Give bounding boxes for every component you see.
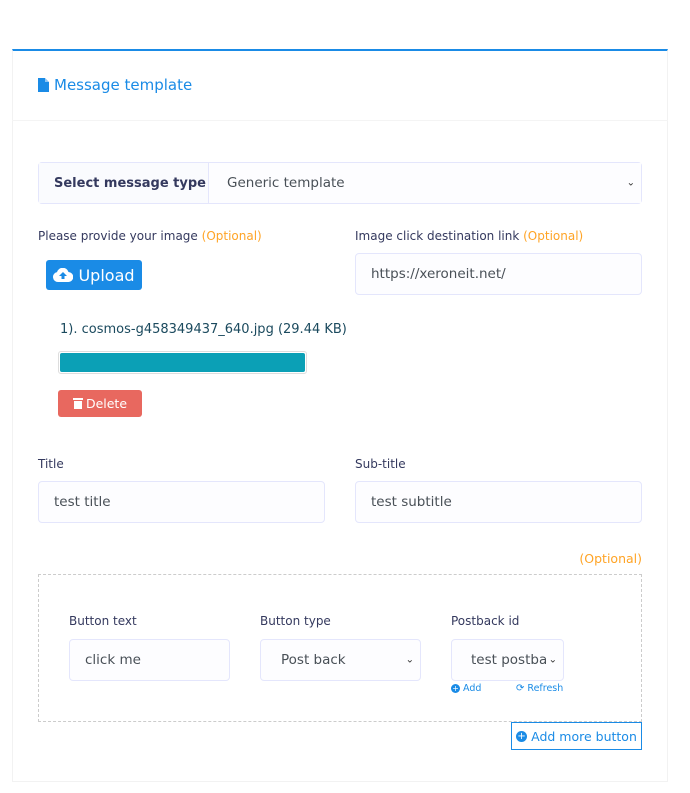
refresh-icon: ⟳ xyxy=(516,683,525,694)
postback-select[interactable]: test postback⌄ xyxy=(451,639,564,681)
refresh-label: Refresh xyxy=(527,683,564,694)
progress-fill xyxy=(60,353,305,372)
optional-badge: (Optional) xyxy=(201,229,262,243)
uploaded-file-name: 1). cosmos-g458349437_640.jpg (29.44 KB) xyxy=(60,322,347,337)
chevron-down-icon: ⌄ xyxy=(405,654,414,666)
add-label: Add xyxy=(463,683,482,694)
link-input[interactable]: https://xeroneit.net/ xyxy=(355,253,642,295)
file-icon xyxy=(38,78,49,92)
message-type-select[interactable]: Generic template ⌄ xyxy=(209,163,641,203)
button-type-label: Button type xyxy=(260,614,331,628)
buttons-optional: (Optional) xyxy=(579,551,642,566)
optional-badge: (Optional) xyxy=(523,229,584,243)
title-label: Title xyxy=(38,457,64,471)
trash-icon xyxy=(72,398,83,409)
button-text-input[interactable]: click me xyxy=(69,639,230,681)
plus-circle-icon: + xyxy=(516,730,528,742)
add-postback-link[interactable]: + Add xyxy=(451,683,481,694)
delete-button[interactable]: Delete xyxy=(58,390,142,417)
message-type-value: Generic template xyxy=(227,175,345,191)
link-label-text: Image click destination link xyxy=(355,229,520,243)
upload-button[interactable]: Upload xyxy=(46,260,142,290)
upload-progress-bar xyxy=(58,351,307,374)
postback-label: Postback id xyxy=(451,614,520,628)
header-divider xyxy=(12,120,668,121)
title-input[interactable]: test title xyxy=(38,481,325,523)
image-label-text: Please provide your image xyxy=(38,229,198,243)
button-editor-box xyxy=(38,574,642,722)
button-text-label: Button text xyxy=(69,614,137,628)
subtitle-label: Sub-title xyxy=(355,457,406,471)
postback-value: test postback xyxy=(471,652,546,668)
button-type-select[interactable]: Post back ⌄ xyxy=(260,639,421,681)
chevron-down-icon: ⌄ xyxy=(626,177,635,189)
plus-circle-icon: + xyxy=(451,684,460,693)
add-more-button[interactable]: + Add more button xyxy=(511,722,642,750)
subtitle-input[interactable]: test subtitle xyxy=(355,481,642,523)
button-type-value: Post back xyxy=(281,652,346,668)
card-title-text: Message template xyxy=(54,76,193,94)
upload-label: Upload xyxy=(78,265,135,285)
message-type-group: Select message type Generic template ⌄ xyxy=(38,162,642,204)
delete-label: Delete xyxy=(85,396,128,411)
link-label: Image click destination link (Optional) xyxy=(355,229,583,243)
card-title: Message template xyxy=(38,76,192,94)
cloud-upload-icon xyxy=(53,268,74,282)
image-label: Please provide your image (Optional) xyxy=(38,229,262,243)
chevron-down-icon: ⌄ xyxy=(548,654,557,666)
add-more-label: Add more button xyxy=(531,728,637,744)
message-template-card xyxy=(12,49,668,782)
refresh-postback-link[interactable]: ⟳ Refresh xyxy=(516,683,563,694)
message-type-label: Select message type xyxy=(39,163,209,203)
